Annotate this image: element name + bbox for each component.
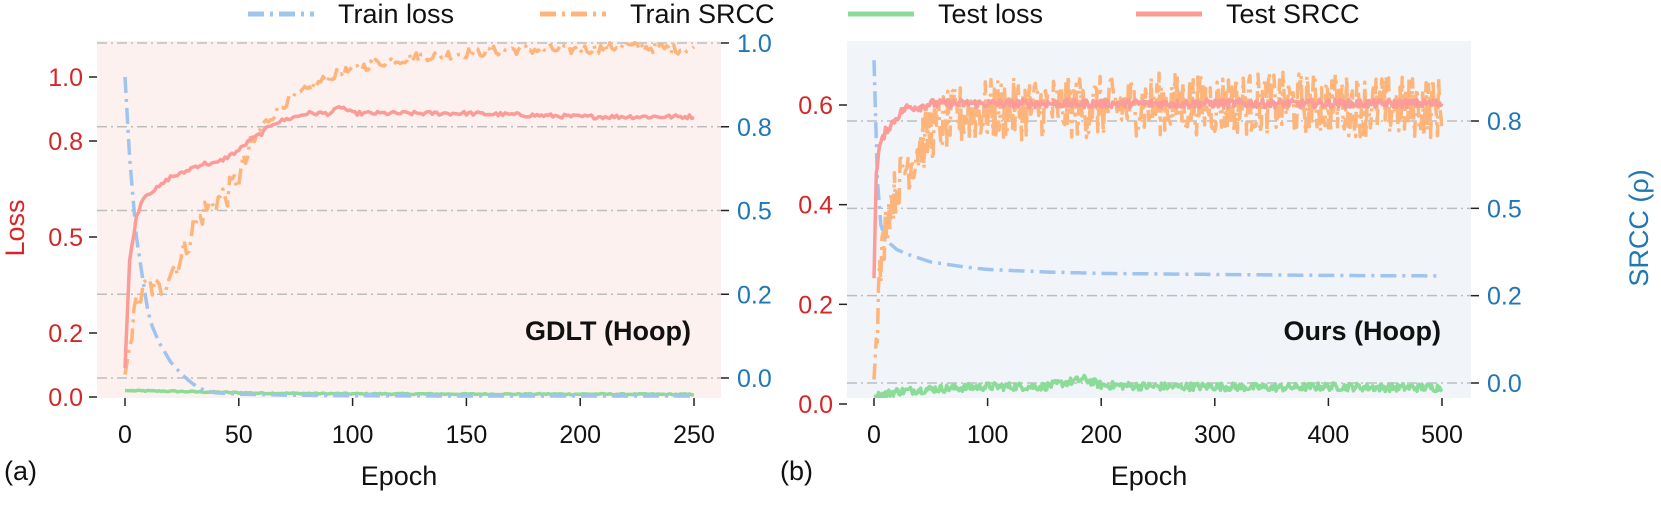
y-tick-label-left: 0.6 [798,92,833,120]
y-tick-label-left: 0.0 [798,391,833,419]
legend-item-train-loss: Train loss [248,0,454,29]
y-tick-label-right: 0.5 [737,198,772,226]
y-axis-title-right: SRCC (ρ) [1624,169,1654,286]
y-tick-label-right: 0.0 [1487,370,1522,398]
y-axis-right: 0.0 0.2 0.5 0.8 1.0 [721,30,772,393]
y-tick-label-left: 0.8 [48,128,83,156]
x-tick-label: 300 [1194,421,1236,449]
chart-panel-b: 0 100 200 300 400 500Epoch0.00.20.40.60.00.20… [780,41,1654,491]
legend-label: Train SRCC [630,0,775,29]
y-axis-right: 0.0 0.2 0.5 0.8 [1471,108,1522,398]
series-line-test-srcc [123,104,695,368]
y-tick-label-right: 1.0 [737,30,772,58]
series-line-test-srcc [872,97,1444,279]
x-tick-label: 100 [332,421,374,449]
legend-item-test-srcc: Test SRCC [1136,0,1360,29]
y-tick-label-left: 0.2 [798,291,833,319]
x-axis-title: Epoch [1111,461,1188,491]
panel-label: (b) [780,456,813,486]
x-tick-label: 200 [1080,421,1122,449]
series-group [123,41,696,398]
panel-label: (a) [4,456,37,486]
y-axis-left: 0.0 0.2 0.5 0.8 1.0 [48,64,97,412]
series-line-test-loss [873,373,1444,398]
x-tick-label: 50 [225,421,253,449]
x-tick-label: 150 [446,421,488,449]
x-tick-label: 0 [867,421,881,449]
x-tick-label: 250 [673,421,715,449]
x-tick-label: 500 [1421,421,1463,449]
y-tick-label-right: 0.0 [737,365,772,393]
legend-item-test-loss: Test loss [848,0,1043,29]
y-tick-label-left: 0.4 [798,192,833,220]
grid-lines [97,42,721,379]
series-line-train-srcc [123,41,696,375]
legend-label: Train loss [338,0,454,29]
y-axis-left: 0.0 0.2 0.4 0.6 [798,92,847,419]
y-tick-label-left: 0.0 [48,384,83,412]
x-tick-label: 400 [1308,421,1350,449]
chart-panel-a: 0 50 100 150 200 250Epoch0.00.20.50.81.00.00.… [0,30,772,491]
series-line-train-loss [123,76,694,398]
panel-annotation: Ours (Hoop) [1284,316,1441,346]
y-tick-label-right: 0.5 [1487,195,1522,223]
x-axis-title: Epoch [361,461,438,491]
x-tick-label: 100 [967,421,1009,449]
x-axis: 0 100 200 300 400 500 [867,398,1463,449]
panel-annotation: GDLT (Hoop) [525,316,691,346]
legend-label: Test loss [938,0,1043,29]
legend-item-train-srcc: Train SRCC [540,0,775,29]
y-tick-label-left: 0.2 [48,320,83,348]
y-tick-label-left: 0.5 [48,224,83,252]
y-tick-label-right: 0.8 [737,114,772,142]
y-tick-label-right: 0.8 [1487,108,1522,136]
x-axis: 0 50 100 150 200 250 [118,398,715,449]
y-tick-label-right: 0.2 [737,281,772,309]
legend-label: Test SRCC [1226,0,1360,29]
y-axis-title-left: Loss [0,199,30,256]
y-tick-label-right: 0.2 [1487,283,1522,311]
x-tick-label: 0 [118,421,132,449]
x-tick-label: 200 [559,421,601,449]
y-tick-label-left: 1.0 [48,64,83,92]
series-group [872,60,1444,398]
